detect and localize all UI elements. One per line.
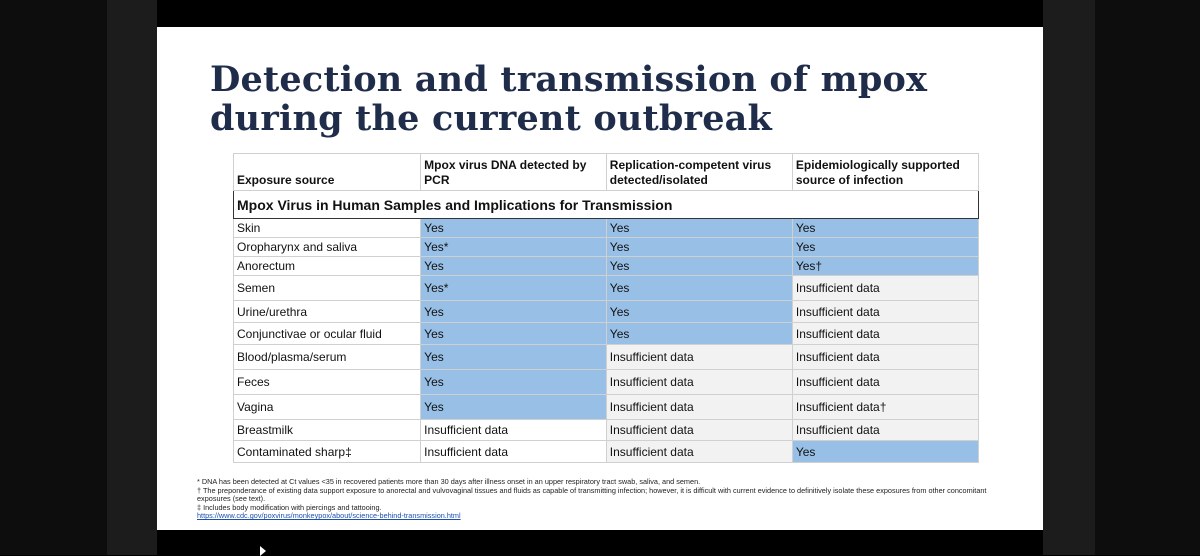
header-epi-source: Epidemiologically supported source of in…: [791, 153, 980, 191]
table-row: Conjunctivae or ocular fluid Yes Yes Insuff…: [232, 322, 980, 345]
cell-exposure-source: Breastmilk: [232, 419, 422, 441]
cell-exposure-source: Urine/urethra: [232, 300, 422, 323]
footnote-star: * DNA has been detected at Ct values <35…: [197, 477, 701, 486]
cell-epi-source: Insufficient data: [791, 300, 980, 323]
cell-exposure-source: Conjunctivae or ocular fluid: [232, 322, 422, 345]
cell-pcr: Yes: [420, 256, 607, 276]
cell-pcr: Insufficient data: [420, 440, 607, 463]
cell-epi-source: Yes†: [791, 256, 980, 276]
cdc-source-link[interactable]: https://www.cdc.gov/poxvirus/monkeypox/a…: [197, 511, 461, 521]
cell-virus-isolated: Insufficient data: [605, 369, 793, 395]
cell-virus-isolated: Insufficient data: [605, 440, 793, 463]
cell-epi-source: Yes: [791, 218, 980, 238]
table-row: Blood/plasma/serum Yes Insufficient data In…: [232, 344, 980, 370]
cell-exposure-source: Oropharynx and saliva: [232, 237, 422, 257]
cell-epi-source: Insufficient data: [791, 275, 980, 301]
right-frame-edge: [1043, 0, 1095, 555]
footnotes: * DNA has been detected at Ct values <35…: [197, 477, 1007, 521]
cell-virus-isolated: Insufficient data: [605, 419, 793, 441]
cell-pcr: Yes: [420, 300, 607, 323]
cell-epi-source: Yes: [791, 440, 980, 463]
table-caption: Mpox Virus in Human Samples and Implicat…: [233, 190, 979, 219]
cell-exposure-source: Anorectum: [232, 256, 422, 276]
cell-virus-isolated: Yes: [605, 275, 793, 301]
table-row: Oropharynx and saliva Yes* Yes Yes: [232, 237, 980, 257]
left-frame-edge: [107, 0, 157, 555]
table-row: Urine/urethra Yes Yes Insufficient data: [232, 300, 980, 323]
table-row: Feces Yes Insufficient data Insufficient da…: [232, 369, 980, 395]
cell-virus-isolated: Insufficient data: [605, 394, 793, 420]
table-row: Skin Yes Yes Yes: [232, 218, 980, 238]
table-row: Contaminated sharp‡ Insufficient data Insu…: [232, 440, 980, 463]
cell-exposure-source: Vagina: [232, 394, 422, 420]
cell-virus-isolated: Yes: [605, 300, 793, 323]
cell-pcr: Yes: [420, 344, 607, 370]
table-body: Skin Yes Yes Yes Oropharynx and saliva Yes* Ye…: [232, 218, 980, 463]
cell-virus-isolated: Yes: [605, 322, 793, 345]
cell-epi-source: Insufficient data: [791, 344, 980, 370]
cell-pcr: Yes: [420, 218, 607, 238]
cell-exposure-source: Skin: [232, 218, 422, 238]
cell-epi-source: Insufficient data: [791, 322, 980, 345]
presentation-slide: Detection and transmission of mpox durin…: [157, 27, 1043, 530]
slide-title-line1: Detection and transmission of mpox: [210, 59, 928, 100]
transmission-table: Mpox Virus in Human Samples and Implicat…: [232, 153, 980, 463]
footnote-double-dagger: ‡ Includes body modification with pierci…: [197, 502, 382, 512]
cell-pcr: Insufficient data: [420, 419, 607, 441]
cell-epi-source: Insufficient data: [791, 369, 980, 395]
table-row: Vagina Yes Insufficient data Insufficient d…: [232, 394, 980, 420]
cell-pcr: Yes: [420, 369, 607, 395]
slide-title-line2: during the current outbreak: [210, 98, 772, 139]
table-row: Semen Yes* Yes Insufficient data: [232, 275, 980, 301]
cell-pcr: Yes: [420, 322, 607, 345]
cell-exposure-source: Semen: [232, 275, 422, 301]
slide-title: Detection and transmission of mpox durin…: [210, 60, 1010, 138]
cell-exposure-source: Feces: [232, 369, 422, 395]
table-row: Anorectum Yes Yes Yes†: [232, 256, 980, 276]
cell-epi-source: Insufficient data†: [791, 394, 980, 420]
cell-exposure-source: Blood/plasma/serum: [232, 344, 422, 370]
cell-epi-source: Yes: [791, 237, 980, 257]
left-letterbox: [0, 0, 107, 555]
cell-virus-isolated: Yes: [605, 237, 793, 257]
cell-virus-isolated: Yes: [605, 256, 793, 276]
cell-pcr: Yes*: [420, 275, 607, 301]
cell-pcr: Yes: [420, 394, 607, 420]
mouse-cursor-icon: [260, 546, 266, 556]
header-pcr: Mpox virus DNA detected by PCR: [420, 153, 607, 191]
header-exposure-source: Exposure source: [232, 153, 422, 191]
cell-pcr: Yes*: [420, 237, 607, 257]
cell-virus-isolated: Insufficient data: [605, 344, 793, 370]
table-row: Breastmilk Insufficient data Insufficient …: [232, 419, 980, 441]
cell-epi-source: Insufficient data: [791, 419, 980, 441]
header-virus-isolated: Replication-competent virus detected/iso…: [605, 153, 793, 191]
right-letterbox: [1095, 0, 1200, 555]
table-header-row: Exposure source Mpox virus DNA detected …: [232, 153, 980, 191]
cell-virus-isolated: Yes: [605, 218, 793, 238]
footnote-dagger: † The preponderance of existing data sup…: [197, 485, 987, 504]
cell-exposure-source: Contaminated sharp‡: [232, 440, 422, 463]
